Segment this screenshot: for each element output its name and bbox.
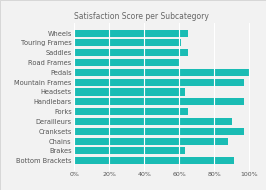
Bar	[74, 128, 244, 135]
Text: Satisfaction Score per Subcategory: Satisfaction Score per Subcategory	[74, 12, 209, 21]
Bar	[74, 108, 188, 115]
Bar	[74, 49, 188, 56]
Bar	[74, 39, 181, 46]
Bar	[74, 89, 185, 96]
Bar	[74, 69, 249, 76]
Bar	[74, 59, 179, 66]
Bar	[74, 29, 188, 37]
Bar	[74, 98, 244, 105]
Bar	[74, 118, 232, 125]
Bar	[74, 157, 234, 164]
Bar	[74, 79, 244, 86]
Bar	[74, 138, 228, 145]
Bar	[74, 147, 185, 154]
